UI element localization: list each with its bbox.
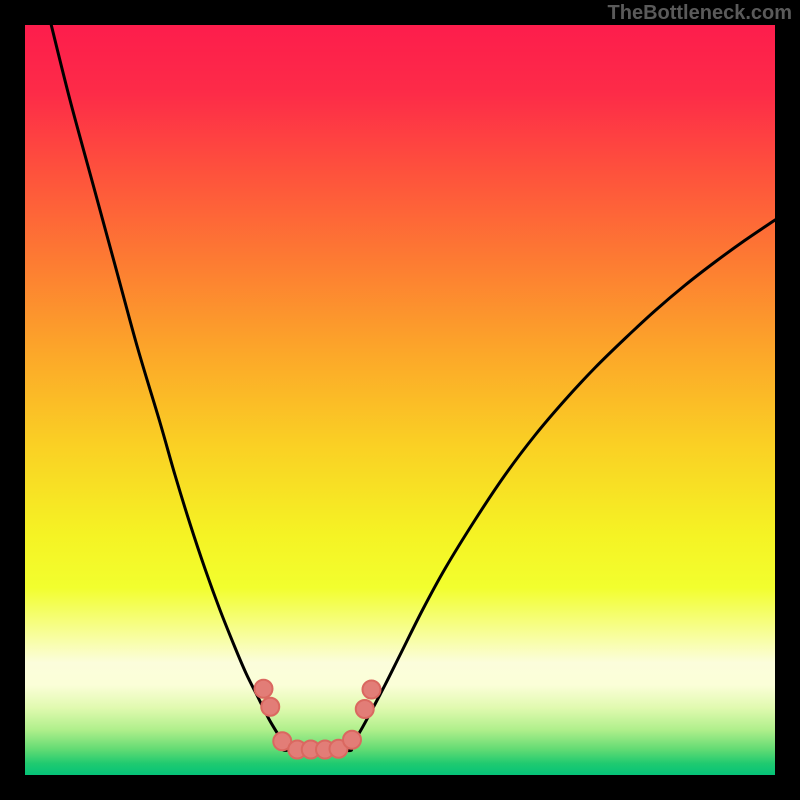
bottleneck-chart: TheBottleneck.com xyxy=(0,0,800,800)
data-marker xyxy=(356,700,374,718)
data-marker xyxy=(343,731,361,749)
chart-svg xyxy=(0,0,800,800)
plot-background xyxy=(25,25,775,775)
attribution-label: TheBottleneck.com xyxy=(608,2,792,25)
data-marker xyxy=(363,681,381,699)
data-marker xyxy=(261,698,279,716)
data-marker xyxy=(255,680,273,698)
